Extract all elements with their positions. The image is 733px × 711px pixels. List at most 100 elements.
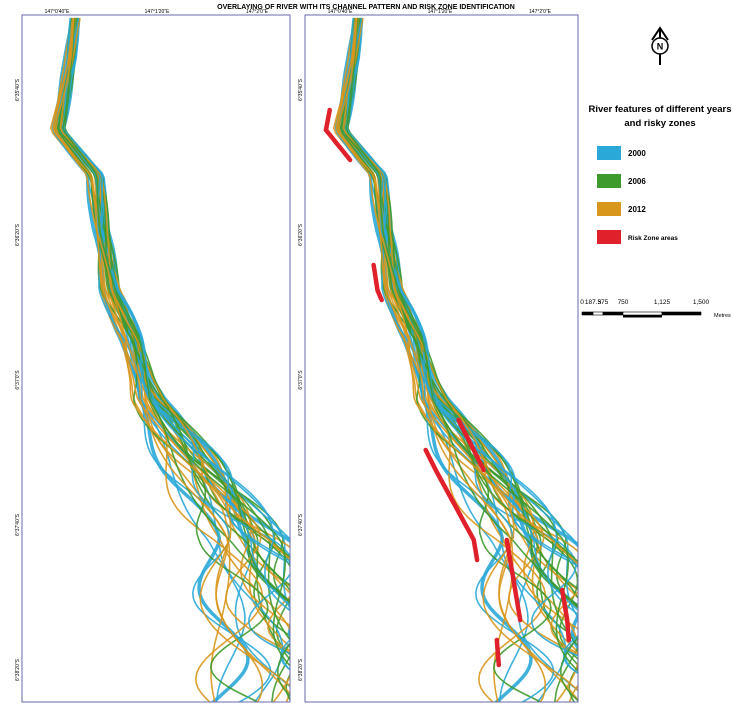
longitude-label: 147°2'0"E bbox=[246, 9, 269, 15]
latitude-label: 6°35'40"S bbox=[298, 78, 304, 101]
river-channel bbox=[54, 18, 268, 703]
legend-label: Risk Zone areas bbox=[628, 235, 678, 242]
legend-label: 2000 bbox=[628, 149, 646, 158]
risk-zone bbox=[507, 540, 520, 620]
north-arrow: N bbox=[652, 28, 668, 65]
river-channel bbox=[343, 18, 598, 703]
scale-label: 0 bbox=[580, 299, 584, 306]
river-channel bbox=[60, 18, 322, 703]
scale-segment bbox=[582, 312, 593, 315]
latitude-label: 6°35'40"S bbox=[15, 78, 21, 101]
river-channel bbox=[60, 18, 354, 703]
river-channel bbox=[53, 18, 262, 703]
scale-segment bbox=[603, 312, 623, 315]
river-channel bbox=[347, 18, 662, 703]
latitude-label: 6°38'20"S bbox=[15, 658, 21, 681]
river-channel bbox=[55, 18, 248, 703]
scale-label: 375 bbox=[598, 299, 609, 306]
river-channel bbox=[60, 18, 349, 703]
river-channel bbox=[64, 18, 367, 703]
river-channel bbox=[59, 18, 363, 703]
map-figure: OVERLAYING OF RIVER WITH ITS CHANNEL PAT… bbox=[0, 0, 733, 706]
river-channel bbox=[60, 18, 362, 703]
river-channel bbox=[342, 18, 598, 703]
river-map-right bbox=[326, 18, 661, 703]
legend-swatch bbox=[597, 230, 621, 244]
river-channel bbox=[343, 18, 637, 703]
river-channel bbox=[348, 18, 636, 703]
river-channel bbox=[345, 18, 615, 703]
north-label: N bbox=[657, 42, 664, 52]
risk-zone bbox=[497, 640, 499, 665]
river-channel bbox=[65, 18, 351, 703]
river-channel bbox=[65, 18, 353, 703]
river-channel bbox=[62, 18, 360, 703]
scale-segment bbox=[623, 315, 662, 318]
river-channel bbox=[63, 18, 360, 703]
river-channel bbox=[346, 18, 643, 703]
latitude-label: 6°37'0"S bbox=[298, 370, 304, 390]
latitude-label: 6°36'20"S bbox=[15, 223, 21, 246]
legend-label: 2012 bbox=[628, 205, 646, 214]
longitude-label: 147°0'40"E bbox=[328, 9, 353, 15]
legend-swatch bbox=[597, 202, 621, 216]
river-channel bbox=[51, 18, 262, 703]
longitude-label: 147°2'0"E bbox=[529, 9, 552, 15]
river-channel bbox=[338, 18, 531, 703]
scale-unit: Metres bbox=[714, 313, 731, 319]
river-channel bbox=[60, 18, 365, 703]
scale-segment bbox=[662, 312, 701, 315]
river-channel bbox=[343, 18, 647, 703]
scale-label: 1,125 bbox=[654, 299, 671, 306]
scale-label: 750 bbox=[618, 299, 629, 306]
longitude-label: 147°1'20"E bbox=[145, 9, 170, 15]
legend: River features of different years and ris… bbox=[588, 104, 731, 244]
latitude-label: 6°36'20"S bbox=[298, 223, 304, 246]
legend-title-line: River features of different years bbox=[588, 104, 731, 115]
longitude-label: 147°0'40"E bbox=[45, 9, 70, 15]
longitude-label: 147°1'20"E bbox=[428, 9, 453, 15]
river-channel bbox=[62, 18, 332, 703]
river-channel bbox=[60, 18, 311, 703]
river-channel bbox=[345, 18, 615, 703]
river-channel bbox=[336, 18, 545, 703]
river-channel bbox=[346, 18, 615, 703]
river-channel bbox=[62, 18, 332, 703]
latitude-label: 6°38'20"S bbox=[298, 658, 304, 681]
river-channel bbox=[343, 18, 645, 703]
scale-segment bbox=[623, 312, 662, 315]
legend-label: 2006 bbox=[628, 177, 646, 186]
legend-title: River features of different years and ris… bbox=[588, 104, 731, 129]
river-channel bbox=[344, 18, 633, 703]
river-channel bbox=[63, 18, 332, 703]
scale-label: 1,500 bbox=[693, 299, 710, 306]
river-channel bbox=[64, 18, 379, 703]
river-channel bbox=[334, 18, 546, 703]
legend-swatch bbox=[597, 146, 621, 160]
scale-segment bbox=[593, 312, 603, 315]
risk-zone bbox=[426, 450, 477, 560]
river-channel bbox=[342, 18, 646, 703]
river-channel bbox=[53, 18, 271, 703]
river-channel bbox=[345, 18, 656, 703]
river-channel bbox=[348, 18, 634, 703]
river-channel bbox=[59, 18, 283, 703]
river-channel bbox=[342, 18, 566, 703]
river-channel bbox=[58, 18, 322, 703]
river-channel bbox=[63, 18, 333, 703]
river-channel bbox=[336, 18, 554, 703]
river-channel bbox=[343, 18, 632, 703]
river-channel bbox=[60, 18, 315, 703]
river-channel bbox=[62, 18, 355, 703]
river-channel bbox=[61, 18, 350, 703]
river-channel bbox=[348, 18, 659, 703]
latitude-label: 6°37'40"S bbox=[15, 513, 21, 536]
river-channel bbox=[59, 18, 315, 703]
river-channel bbox=[343, 18, 594, 703]
river-channel bbox=[345, 18, 638, 703]
legend-swatch bbox=[597, 174, 621, 188]
legend-title-line: and risky zones bbox=[624, 118, 695, 129]
river-channel bbox=[347, 18, 650, 703]
latitude-label: 6°37'0"S bbox=[15, 370, 21, 390]
